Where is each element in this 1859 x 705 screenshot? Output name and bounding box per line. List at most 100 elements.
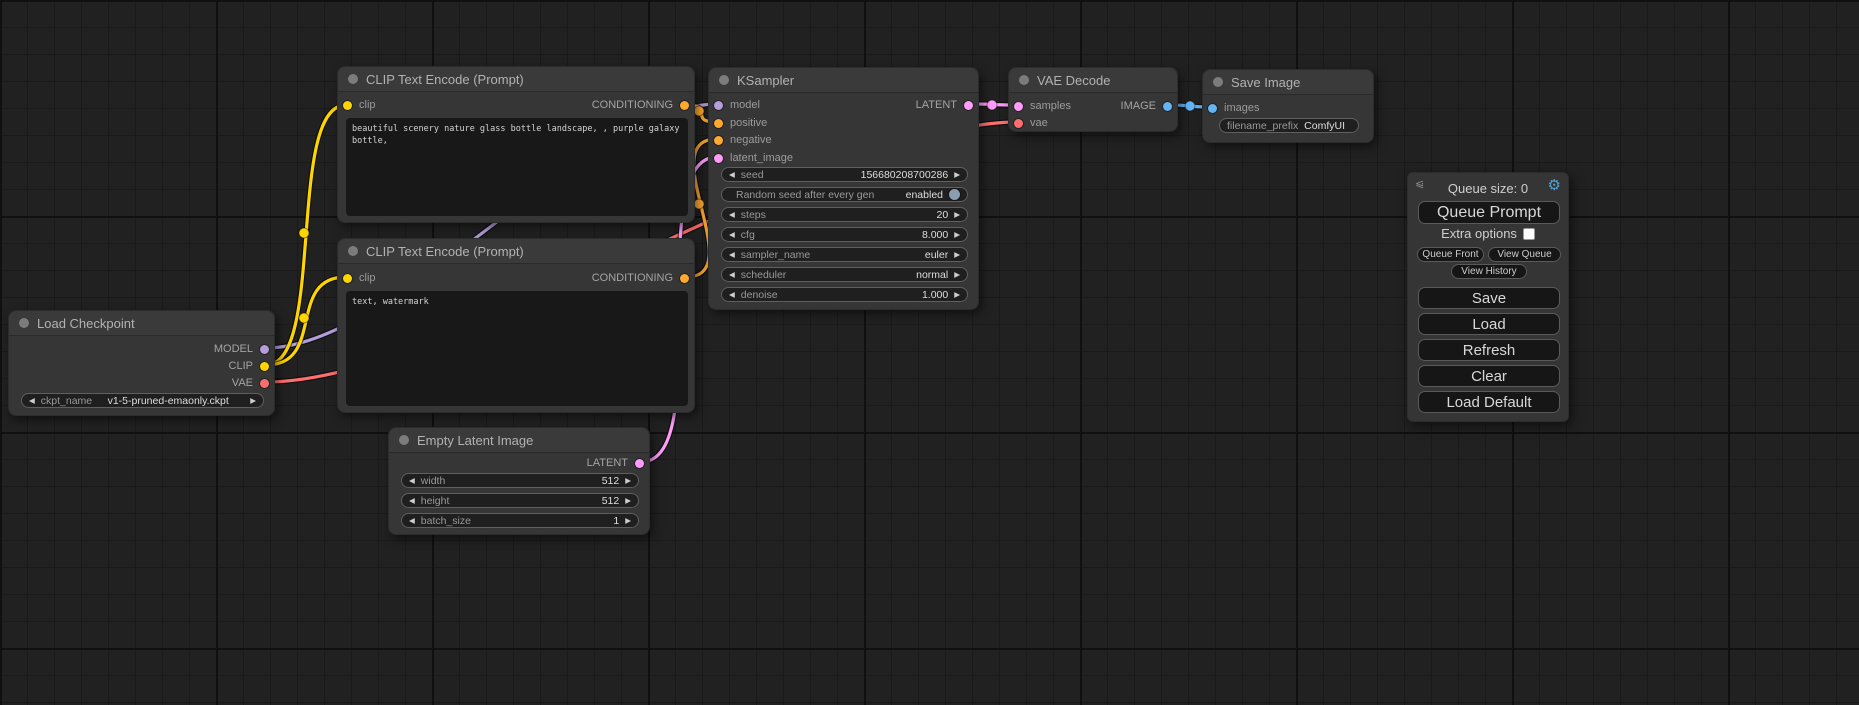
right-arrow-icon[interactable]: ▶ <box>625 515 631 525</box>
output-slot-latent: LATENT <box>587 455 644 471</box>
output-slot-clip: CLIP <box>229 358 269 374</box>
latent-slot-icon[interactable] <box>1014 101 1023 111</box>
left-arrow-icon[interactable]: ◀ <box>409 475 415 485</box>
conditioning-slot-icon[interactable] <box>714 118 723 128</box>
right-arrow-icon[interactable]: ▶ <box>625 475 631 485</box>
collapse-dot-icon[interactable] <box>19 318 29 328</box>
denoise-widget[interactable]: ◀ denoise 1.000 ▶ <box>721 287 968 302</box>
positive-prompt-textarea[interactable]: beautiful scenery nature glass bottle la… <box>346 118 688 216</box>
node-header[interactable]: KSampler <box>709 68 978 93</box>
filename-prefix-widget[interactable]: filename_prefix ComfyUI <box>1219 118 1359 133</box>
node-save-image[interactable]: Save Image images filename_prefix ComfyU… <box>1202 69 1374 143</box>
input-slot-samples: samples <box>1014 98 1071 114</box>
conditioning-slot-icon[interactable] <box>680 100 689 110</box>
collapse-dot-icon[interactable] <box>348 246 358 256</box>
right-arrow-icon[interactable]: ▶ <box>954 269 960 279</box>
gear-icon[interactable]: ⚙ <box>1547 177 1561 194</box>
output-slot-conditioning: CONDITIONING <box>592 270 689 286</box>
left-arrow-icon[interactable]: ◀ <box>729 289 735 299</box>
input-slot-clip: clip <box>343 270 376 286</box>
model-slot-icon[interactable] <box>260 344 269 354</box>
toggle-circle-icon[interactable] <box>949 189 960 200</box>
refresh-button[interactable]: Refresh <box>1418 339 1560 361</box>
left-arrow-icon[interactable]: ◀ <box>29 395 35 405</box>
clip-slot-icon[interactable] <box>343 273 352 283</box>
collapse-dot-icon[interactable] <box>719 75 729 85</box>
latent-slot-icon[interactable] <box>964 100 973 110</box>
seed-widget[interactable]: ◀ seed 156680208700286 ▶ <box>721 167 968 182</box>
negative-prompt-textarea[interactable]: text, watermark <box>346 291 688 406</box>
input-slot-latent-image: latent_image <box>714 150 793 166</box>
conditioning-slot-icon[interactable] <box>680 273 689 283</box>
clip-slot-icon[interactable] <box>260 361 269 371</box>
node-header[interactable]: Empty Latent Image <box>389 428 649 453</box>
view-history-button[interactable]: View History <box>1451 264 1527 279</box>
left-arrow-icon[interactable]: ◀ <box>729 229 735 239</box>
save-button[interactable]: Save <box>1418 287 1560 309</box>
height-widget[interactable]: ◀ height 512 ▶ <box>401 493 639 508</box>
node-header[interactable]: VAE Decode <box>1009 68 1177 93</box>
extra-options-checkbox[interactable] <box>1522 227 1535 240</box>
node-title: Empty Latent Image <box>417 432 534 448</box>
queue-prompt-button[interactable]: Queue Prompt <box>1418 201 1560 224</box>
load-button[interactable]: Load <box>1418 313 1560 335</box>
vae-slot-icon[interactable] <box>1014 118 1023 128</box>
left-arrow-icon[interactable]: ◀ <box>409 495 415 505</box>
queue-size-label: Queue size: 0 <box>1447 181 1529 196</box>
steps-widget[interactable]: ◀ steps 20 ▶ <box>721 207 968 222</box>
node-load-checkpoint[interactable]: Load Checkpoint MODEL CLIP VAE ◀ ckpt_na… <box>8 310 275 416</box>
sampler-name-widget[interactable]: ◀ sampler_name euler ▶ <box>721 247 968 262</box>
right-arrow-icon[interactable]: ▶ <box>954 249 960 259</box>
drag-handle-icon[interactable]: ⩿ <box>1415 178 1425 190</box>
right-arrow-icon[interactable]: ▶ <box>954 169 960 179</box>
left-arrow-icon[interactable]: ◀ <box>729 209 735 219</box>
right-arrow-icon[interactable]: ▶ <box>625 495 631 505</box>
cfg-widget[interactable]: ◀ cfg 8.000 ▶ <box>721 227 968 242</box>
node-clip-text-encode-negative[interactable]: CLIP Text Encode (Prompt) clip CONDITION… <box>337 238 695 413</box>
right-arrow-icon[interactable]: ▶ <box>954 209 960 219</box>
view-queue-button[interactable]: View Queue <box>1488 247 1561 262</box>
right-arrow-icon[interactable]: ▶ <box>954 229 960 239</box>
load-default-button[interactable]: Load Default <box>1418 391 1560 413</box>
input-slot-positive: positive <box>714 115 767 131</box>
node-clip-text-encode-positive[interactable]: CLIP Text Encode (Prompt) clip CONDITION… <box>337 66 695 223</box>
width-widget[interactable]: ◀ width 512 ▶ <box>401 473 639 488</box>
collapse-dot-icon[interactable] <box>1019 75 1029 85</box>
node-header[interactable]: CLIP Text Encode (Prompt) <box>338 67 694 92</box>
left-arrow-icon[interactable]: ◀ <box>729 249 735 259</box>
node-vae-decode[interactable]: VAE Decode samples vae IMAGE <box>1008 67 1178 132</box>
image-slot-icon[interactable] <box>1163 101 1172 111</box>
vae-slot-icon[interactable] <box>260 378 269 388</box>
random-seed-toggle-widget[interactable]: Random seed after every gen enabled <box>721 187 968 202</box>
link-wire-clip <box>264 275 348 367</box>
batch-size-widget[interactable]: ◀ batch_size 1 ▶ <box>401 513 639 528</box>
collapse-dot-icon[interactable] <box>399 435 409 445</box>
node-header[interactable]: Save Image <box>1203 70 1373 95</box>
model-slot-icon[interactable] <box>714 100 723 110</box>
conditioning-slot-icon[interactable] <box>714 135 723 145</box>
collapse-dot-icon[interactable] <box>348 74 358 84</box>
node-empty-latent-image[interactable]: Empty Latent Image LATENT ◀ width 512 ▶ … <box>388 427 650 535</box>
latent-slot-icon[interactable] <box>714 153 723 163</box>
node-title: CLIP Text Encode (Prompt) <box>366 243 524 259</box>
left-arrow-icon[interactable]: ◀ <box>409 515 415 525</box>
collapse-dot-icon[interactable] <box>1213 77 1223 87</box>
clear-button[interactable]: Clear <box>1418 365 1560 387</box>
link-center-dot-clip <box>298 227 310 239</box>
image-slot-icon[interactable] <box>1208 103 1217 113</box>
node-header[interactable]: CLIP Text Encode (Prompt) <box>338 239 694 264</box>
node-ksampler[interactable]: KSampler model positive negative latent_… <box>708 67 979 310</box>
left-arrow-icon[interactable]: ◀ <box>729 169 735 179</box>
queue-front-button[interactable]: Queue Front <box>1417 247 1484 262</box>
node-header[interactable]: Load Checkpoint <box>9 311 274 336</box>
input-slot-clip: clip <box>343 97 376 113</box>
ckpt-name-widget[interactable]: ◀ ckpt_name v1-5-pruned-emaonly.ckpt ▶ <box>21 393 264 408</box>
clip-slot-icon[interactable] <box>343 100 352 110</box>
right-arrow-icon[interactable]: ▶ <box>954 289 960 299</box>
output-slot-latent: LATENT <box>916 97 973 113</box>
latent-slot-icon[interactable] <box>635 458 644 468</box>
left-arrow-icon[interactable]: ◀ <box>729 269 735 279</box>
right-arrow-icon[interactable]: ▶ <box>250 395 256 405</box>
scheduler-widget[interactable]: ◀ scheduler normal ▶ <box>721 267 968 282</box>
